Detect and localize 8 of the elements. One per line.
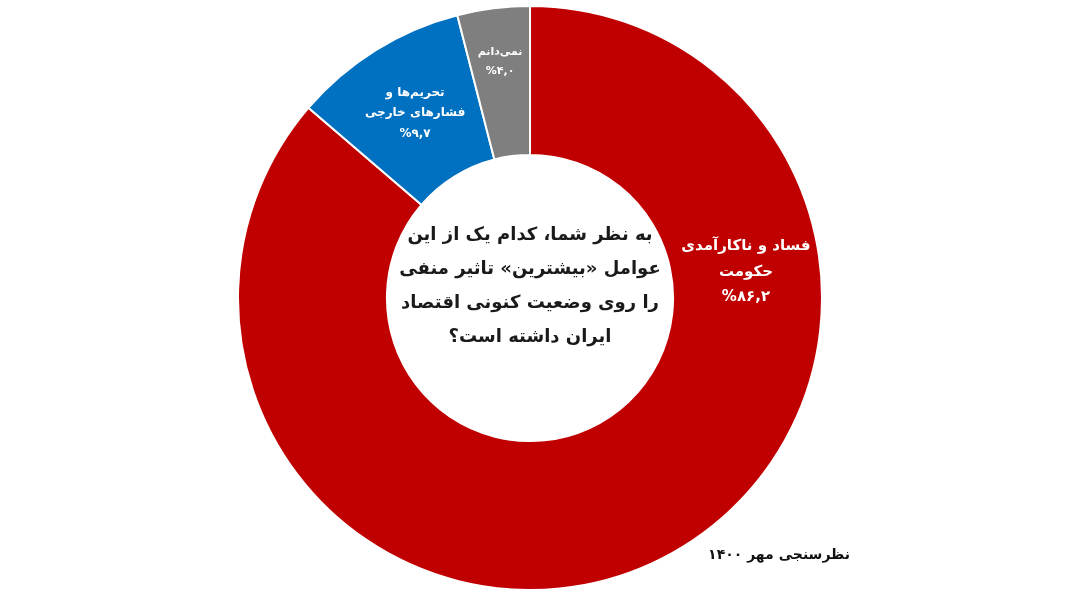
data-label: %۸۶,۲ (721, 287, 771, 306)
text: نظرسنجی مهر ۱۴۰۰ (708, 546, 850, 562)
data-label: %۹,۷ (399, 125, 432, 140)
slice-label: فساد و ناکارآمدی حکومت (681, 236, 811, 280)
text: به نظر شما، کدام یک از این عوامل «بیشترین» تاثیر منفی را روی وضعیت کنونی اقتصاد ایران داشته است؟ (398, 222, 662, 349)
data-label: %۴,۰ (485, 63, 515, 77)
slice-label: نمی‌دانم (477, 45, 523, 58)
slice-label: تحریم‌ها و فشارهای خارجی (364, 85, 466, 120)
